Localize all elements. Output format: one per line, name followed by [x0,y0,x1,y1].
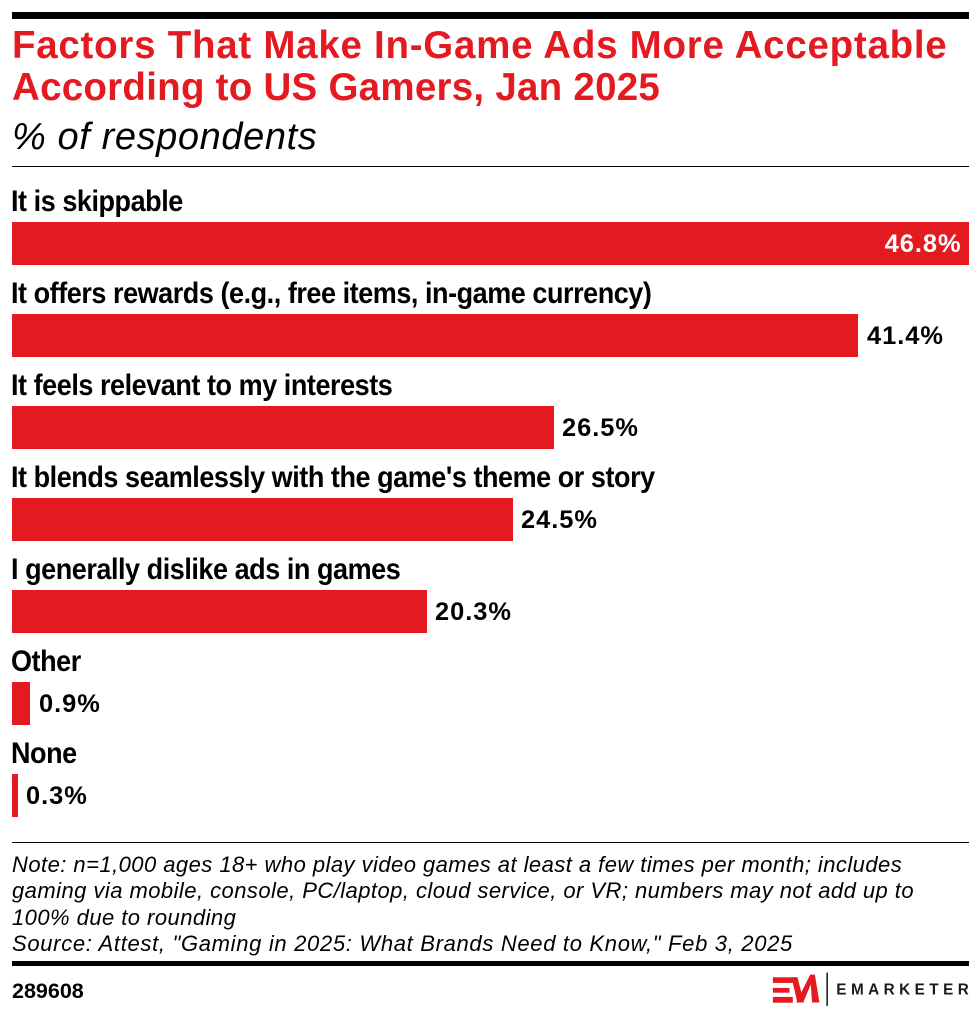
svg-text:EMARKETER: EMARKETER [836,981,973,998]
